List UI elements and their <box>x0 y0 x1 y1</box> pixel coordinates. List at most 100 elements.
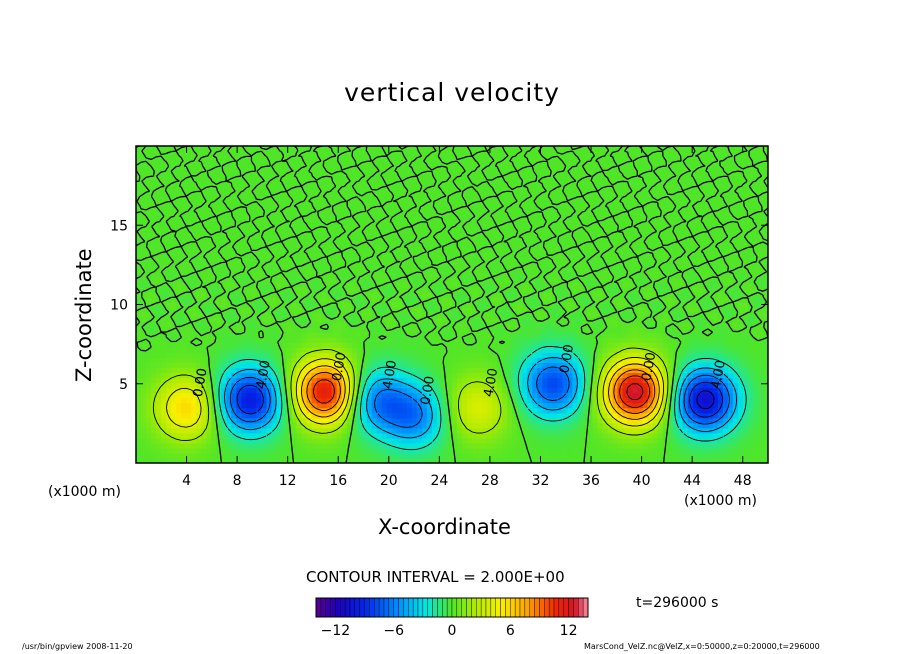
heatmap-cell <box>587 312 594 318</box>
heatmap-cell <box>296 271 303 278</box>
heatmap-cell <box>371 276 378 283</box>
heatmap-cell <box>702 407 709 414</box>
heatmap-cell <box>492 417 498 424</box>
heatmap-cell <box>512 357 518 363</box>
heatmap-cell <box>266 412 273 419</box>
heatmap-cell <box>146 301 152 308</box>
heatmap-cell <box>196 261 202 268</box>
heatmap-cell <box>211 382 217 389</box>
heatmap-cell <box>281 347 288 353</box>
heatmap-cell <box>702 322 709 328</box>
heatmap-cell <box>722 442 729 449</box>
heatmap-cell <box>662 312 669 318</box>
heatmap-cell <box>742 442 749 449</box>
heatmap-cell <box>236 286 242 293</box>
heatmap-cell <box>301 377 308 384</box>
heatmap-cell <box>477 332 483 338</box>
heatmap-cell <box>727 327 734 333</box>
heatmap-cell <box>141 402 147 409</box>
heatmap-cell <box>406 457 413 463</box>
heatmap-cell <box>647 392 654 399</box>
heatmap-cell <box>426 427 433 434</box>
heatmap-cell <box>261 357 268 363</box>
heatmap-cell <box>226 367 232 374</box>
heatmap-cell <box>592 327 599 333</box>
heatmap-cell <box>396 447 403 454</box>
heatmap-cell <box>326 442 333 449</box>
heatmap-cell <box>742 422 749 429</box>
heatmap-cell <box>246 372 252 379</box>
heatmap-cell <box>522 412 528 419</box>
heatmap-cell <box>607 327 614 333</box>
heatmap-cell <box>477 402 483 409</box>
heatmap-cell <box>326 362 333 368</box>
heatmap-cell <box>732 432 739 439</box>
heatmap-cell <box>221 352 227 358</box>
heatmap-cell <box>316 387 323 394</box>
heatmap-cell <box>396 261 403 268</box>
heatmap-cell <box>487 412 493 419</box>
heatmap-cell <box>567 452 573 459</box>
heatmap-cell <box>632 271 639 278</box>
heatmap-cell <box>191 332 197 338</box>
heatmap-cell <box>482 301 488 308</box>
heatmap-cell <box>717 317 724 323</box>
heatmap-cell <box>161 442 167 449</box>
heatmap-cell <box>181 392 187 399</box>
heatmap-cell <box>396 332 403 338</box>
heatmap-cell <box>371 327 378 333</box>
heatmap-cell <box>271 427 278 434</box>
heatmap-cell <box>266 301 273 308</box>
heatmap-cell <box>692 427 699 434</box>
heatmap-cell <box>166 422 172 429</box>
heatmap-cell <box>311 437 318 444</box>
heatmap-cell <box>231 392 237 399</box>
heatmap-cell <box>652 457 659 463</box>
heatmap-cell <box>712 447 719 454</box>
heatmap-cell <box>667 286 674 293</box>
heatmap-cell <box>622 377 629 384</box>
heatmap-cell <box>467 301 473 308</box>
heatmap-cell <box>687 387 694 394</box>
heatmap-cell <box>176 402 182 409</box>
heatmap-cell <box>396 342 403 348</box>
heatmap-cell <box>752 427 759 434</box>
heatmap-cell <box>371 266 378 273</box>
heatmap-cell <box>166 271 172 278</box>
heatmap-cell <box>727 312 734 318</box>
heatmap-cell <box>286 377 293 384</box>
heatmap-cell <box>647 342 654 348</box>
heatmap-cell <box>562 392 568 399</box>
heatmap-cell <box>346 367 353 374</box>
heatmap-cell <box>186 377 192 384</box>
heatmap-cell <box>662 377 669 384</box>
heatmap-cell <box>356 447 363 454</box>
heatmap-cell <box>236 357 242 363</box>
heatmap-cell <box>141 307 147 313</box>
heatmap-cell <box>467 312 473 318</box>
heatmap-cell <box>416 372 423 379</box>
heatmap-cell <box>677 432 684 439</box>
heatmap-cell <box>431 432 438 439</box>
heatmap-cell <box>562 266 568 273</box>
heatmap-cell <box>421 382 428 389</box>
heatmap-cell <box>627 312 634 318</box>
heatmap-cell <box>707 337 714 343</box>
heatmap-cell <box>321 317 328 323</box>
heatmap-cell <box>462 392 468 399</box>
heatmap-cell <box>672 322 679 328</box>
heatmap-cell <box>682 362 689 368</box>
heatmap-cell <box>517 427 523 434</box>
heatmap-cell <box>196 457 202 463</box>
heatmap-cell <box>487 261 493 268</box>
heatmap-cell <box>246 307 252 313</box>
heatmap-cell <box>457 337 463 343</box>
heatmap-cell <box>176 281 182 288</box>
heatmap-cell <box>547 337 553 343</box>
heatmap-cell <box>401 407 408 414</box>
heatmap-cell <box>537 387 543 394</box>
heatmap-cell <box>487 377 493 384</box>
heatmap-cell <box>411 342 418 348</box>
heatmap-cell <box>487 327 493 333</box>
heatmap-cell <box>527 397 533 404</box>
